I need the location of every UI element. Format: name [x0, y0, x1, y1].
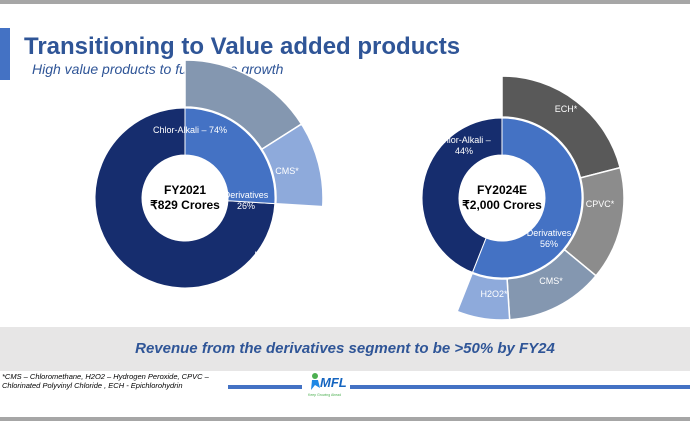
- slice-label-chlor-alkali: Chlor-Alkali – 74%: [153, 125, 227, 135]
- mfl-logo: MFL Keep Growing Ahead: [308, 373, 347, 397]
- footnote-line-2: Chlorinated Polyvinyl Chloride , ECH - E…: [2, 381, 183, 390]
- slice-label-h2o2: H2O2*: [254, 250, 282, 260]
- center-label-revenue: ₹829 Crores: [150, 198, 220, 212]
- slice-label-cms: CMS*: [539, 276, 563, 286]
- footer-rule-left: [228, 385, 302, 389]
- center-label-year: FY2021: [164, 183, 206, 197]
- footnote: *CMS – Chloromethane, H2O2 – Hydrogen Pe…: [2, 372, 209, 390]
- bottom-border: [0, 417, 690, 421]
- slice-label-cpvc: CPVC*: [586, 199, 615, 209]
- slice-derivatives: [471, 117, 583, 279]
- slice-outer-h2o2: [456, 272, 511, 321]
- slice-label-ech: ECH*: [555, 104, 578, 114]
- footer-rule-right: [350, 385, 690, 389]
- donut-charts: FY2021₹829 Crores Chlor-Alkali – 74% Deriv…: [94, 59, 625, 321]
- summary-banner: [0, 327, 690, 371]
- logo-tagline: Keep Growing Ahead: [308, 393, 341, 397]
- footnote-line-1: *CMS – Chloromethane, H2O2 – Hydrogen Pe…: [2, 372, 209, 381]
- logo-text: MFL: [320, 375, 347, 390]
- slice-chlor-alkali: [94, 107, 276, 289]
- donut-hole: [142, 155, 228, 241]
- summary-banner-text: Revenue from the derivatives segment to …: [135, 340, 555, 357]
- slice-label-h2o2: H2O2*: [480, 289, 508, 299]
- slice-outer-h2o2: [260, 123, 324, 208]
- page-title: Transitioning to Value added products: [24, 33, 461, 60]
- slice-label-derivatives: Derivatives 56%: [527, 228, 572, 249]
- top-border: [0, 0, 690, 4]
- center-label-revenue: ₹2,000 Crores: [462, 198, 542, 212]
- slice-label-cms: CMS*: [275, 166, 299, 176]
- slice-label-derivatives: Derivatives 26%: [224, 190, 269, 211]
- center-label-year: FY2024E: [477, 183, 527, 197]
- title-accent-bar: [0, 28, 10, 80]
- donut-hole: [459, 155, 545, 241]
- slice-label-chlor-alkali: Chlor-Alkali –44%: [437, 135, 491, 156]
